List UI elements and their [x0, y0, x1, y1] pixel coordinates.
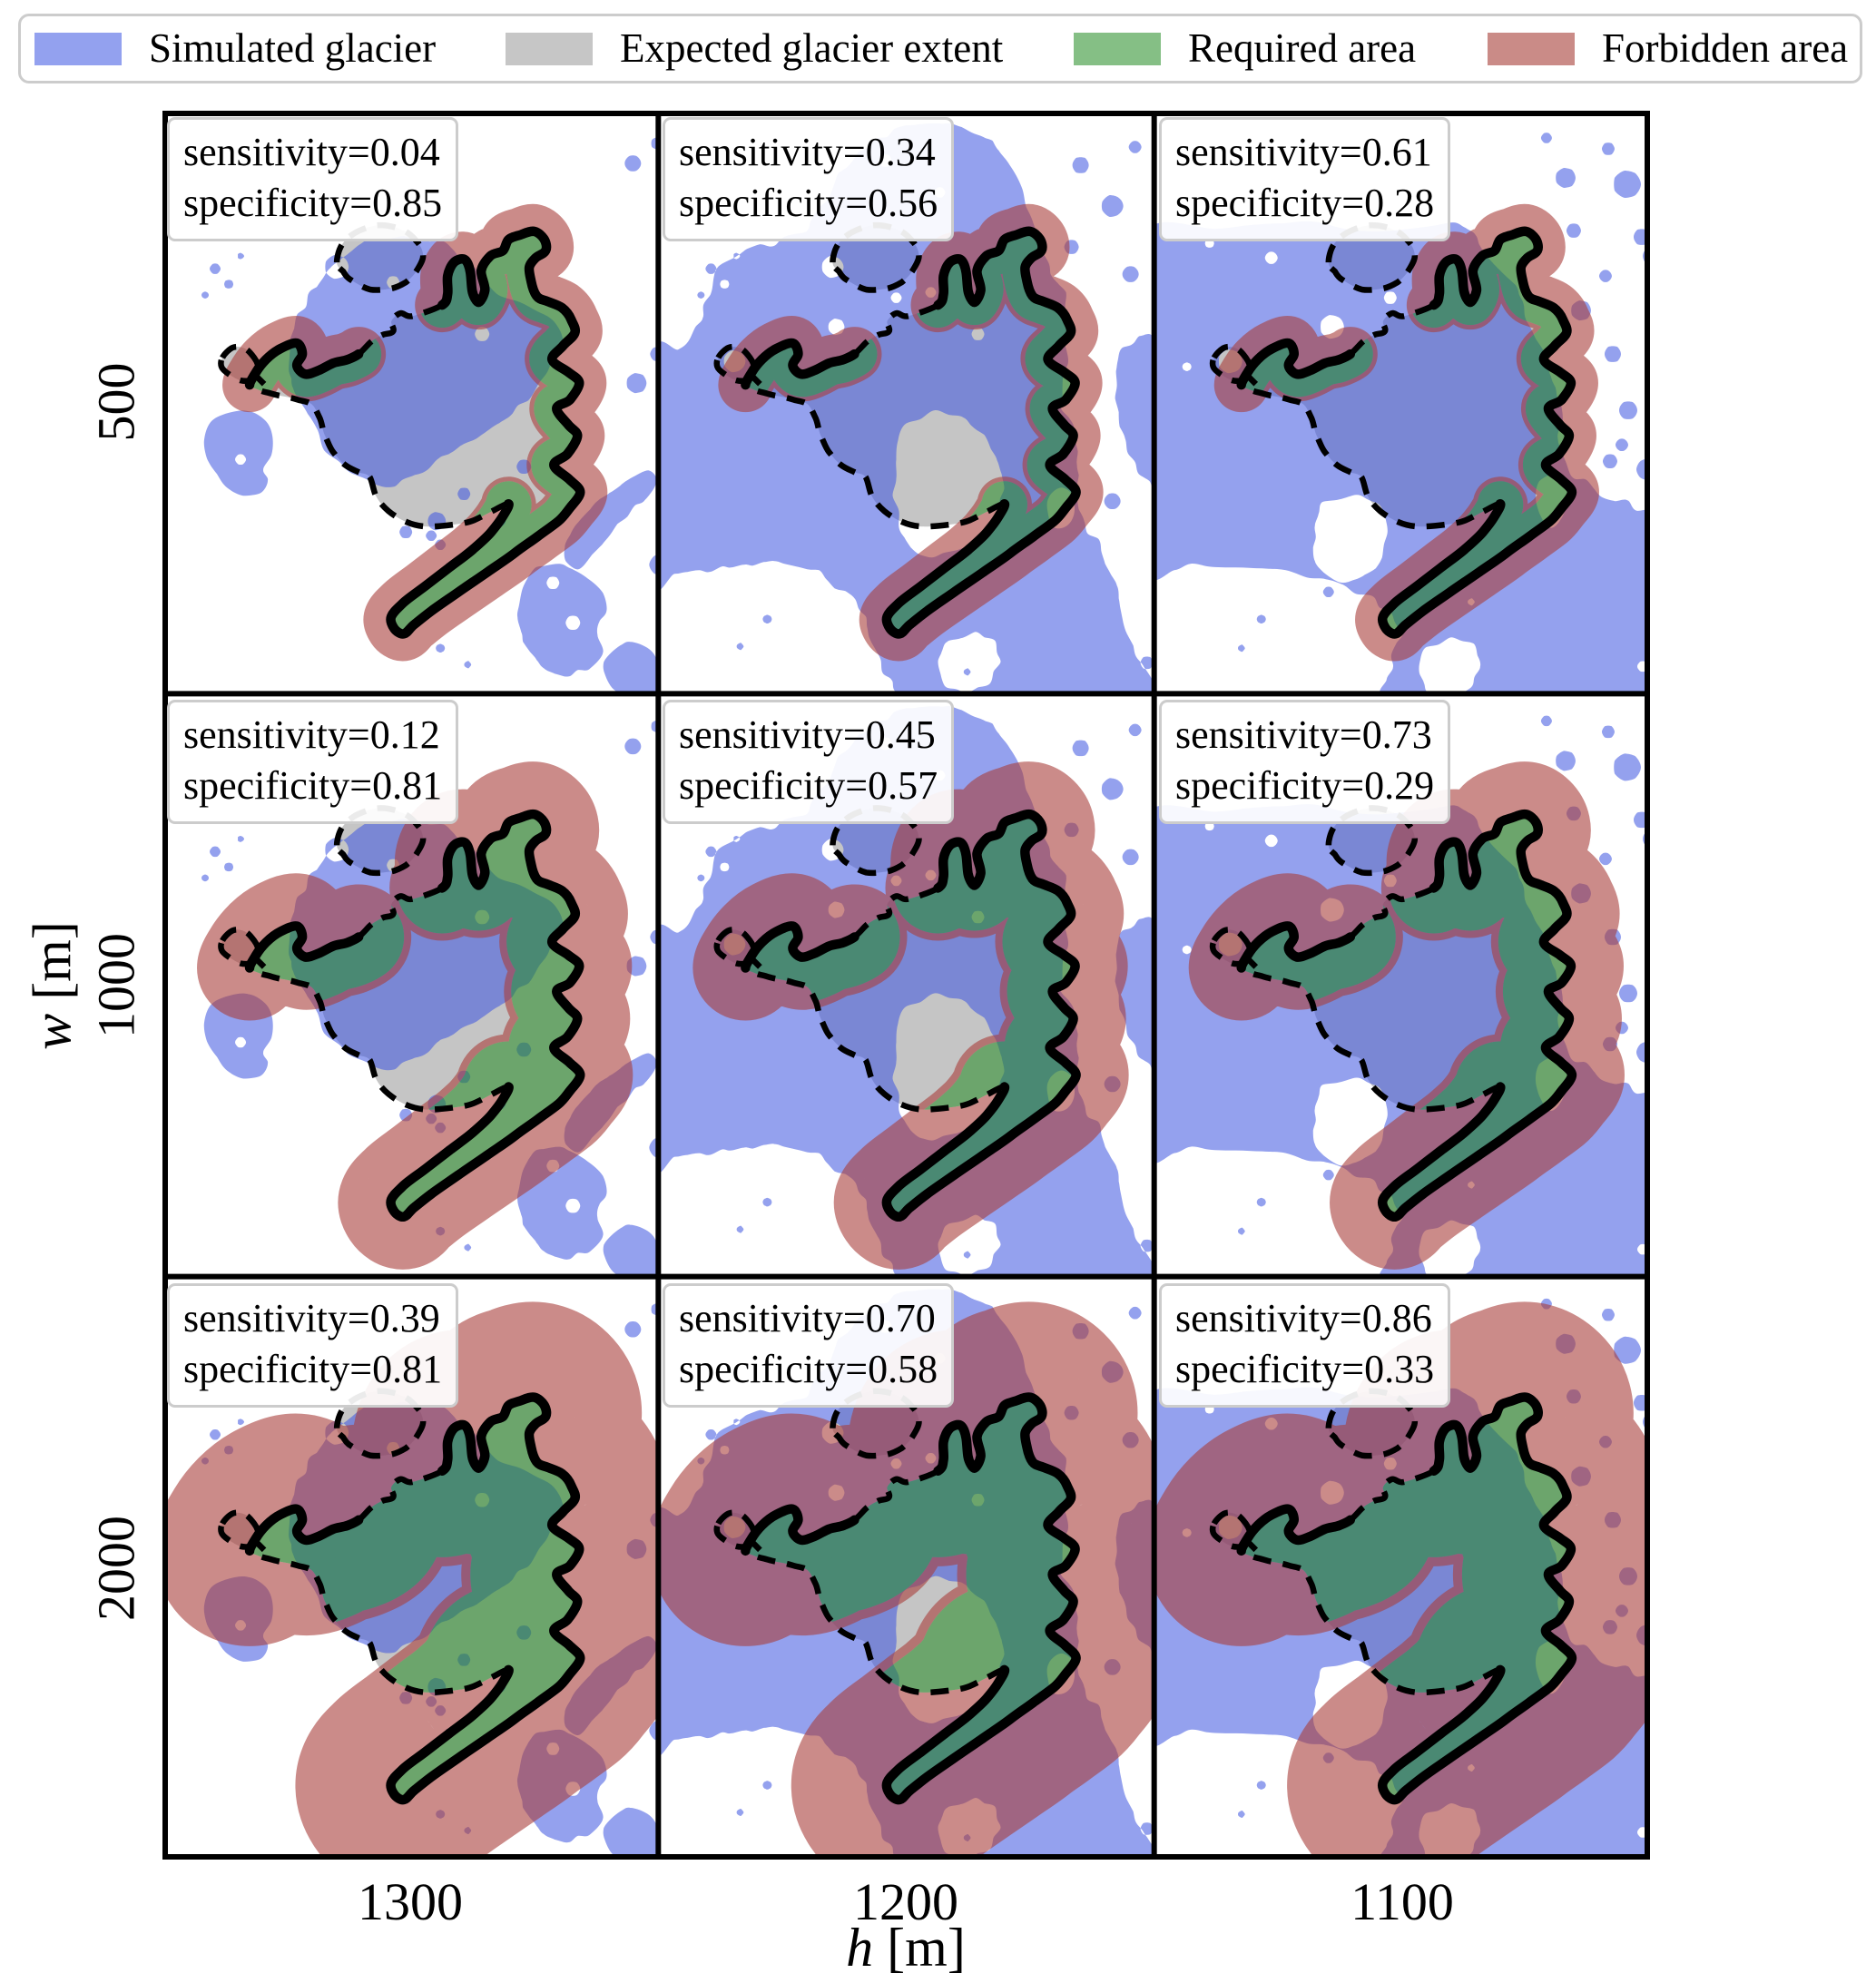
sensitivity-value: sensitivity=0.04 — [183, 130, 440, 174]
specificity-value: specificity=0.33 — [1175, 1347, 1435, 1391]
x-axis-unit: [m] — [873, 1918, 966, 1978]
annotation-box: sensitivity=0.70 specificity=0.58 — [663, 1283, 955, 1408]
x-axis-variable: h — [846, 1918, 874, 1978]
sensitivity-value: sensitivity=0.34 — [679, 130, 936, 174]
sensitivity-value: sensitivity=0.86 — [1175, 1296, 1432, 1340]
specificity-value: specificity=0.28 — [1175, 181, 1435, 225]
specificity-value: specificity=0.81 — [183, 763, 443, 808]
panel-grid — [162, 111, 1650, 1860]
annotation-box: sensitivity=0.12 specificity=0.81 — [167, 700, 459, 824]
annotation-box: sensitivity=0.34 specificity=0.56 — [663, 117, 955, 241]
annotation-box: sensitivity=0.61 specificity=0.28 — [1159, 117, 1451, 241]
annotation-box: sensitivity=0.73 specificity=0.29 — [1159, 700, 1451, 824]
legend-entry: Forbidden area — [1488, 16, 1848, 81]
annotation-box: sensitivity=0.39 specificity=0.81 — [167, 1283, 459, 1408]
legend-swatch-icon — [506, 32, 593, 65]
annotation-box: sensitivity=0.45 specificity=0.57 — [663, 700, 955, 824]
specificity-value: specificity=0.56 — [679, 181, 938, 225]
y-tick-label: 1000 — [86, 933, 146, 1038]
legend-label: Expected glacier extent — [620, 25, 1004, 71]
y-tick-label: 500 — [86, 362, 146, 442]
y-axis-unit: [m] — [22, 921, 83, 1014]
legend-entry: Required area — [1074, 16, 1416, 81]
legend-label: Required area — [1188, 25, 1417, 71]
annotation-box: sensitivity=0.86 specificity=0.33 — [1159, 1283, 1451, 1408]
specificity-value: specificity=0.57 — [679, 763, 938, 808]
sensitivity-value: sensitivity=0.73 — [1175, 712, 1432, 757]
x-tick-label: 1200 — [853, 1872, 958, 1931]
sensitivity-value: sensitivity=0.45 — [679, 712, 936, 757]
sensitivity-value: sensitivity=0.61 — [1175, 130, 1432, 174]
x-tick-label: 1300 — [358, 1872, 463, 1931]
y-axis-label: w [m] — [22, 921, 84, 1050]
specificity-value: specificity=0.81 — [183, 1347, 443, 1391]
x-tick-label: 1100 — [1351, 1872, 1454, 1931]
x-axis-label: h [m] — [846, 1917, 966, 1979]
sensitivity-value: sensitivity=0.12 — [183, 712, 440, 757]
legend-label: Forbidden area — [1602, 25, 1849, 71]
legend: Simulated glacier Expected glacier exten… — [18, 14, 1862, 83]
legend-label: Simulated glacier — [149, 25, 437, 71]
specificity-value: specificity=0.29 — [1175, 763, 1435, 808]
sensitivity-value: sensitivity=0.70 — [679, 1296, 936, 1340]
legend-entry: Expected glacier extent — [506, 16, 1003, 81]
legend-entry: Simulated glacier — [34, 16, 436, 81]
y-axis-variable: w — [22, 1013, 83, 1050]
panel-borders — [162, 111, 1650, 1860]
legend-swatch-icon — [34, 32, 122, 65]
sensitivity-value: sensitivity=0.39 — [183, 1296, 440, 1340]
specificity-value: specificity=0.85 — [183, 181, 443, 225]
annotation-box: sensitivity=0.04 specificity=0.85 — [167, 117, 459, 241]
legend-swatch-icon — [1074, 32, 1161, 65]
y-tick-label: 2000 — [86, 1516, 146, 1621]
specificity-value: specificity=0.58 — [679, 1347, 938, 1391]
legend-swatch-icon — [1488, 32, 1575, 65]
